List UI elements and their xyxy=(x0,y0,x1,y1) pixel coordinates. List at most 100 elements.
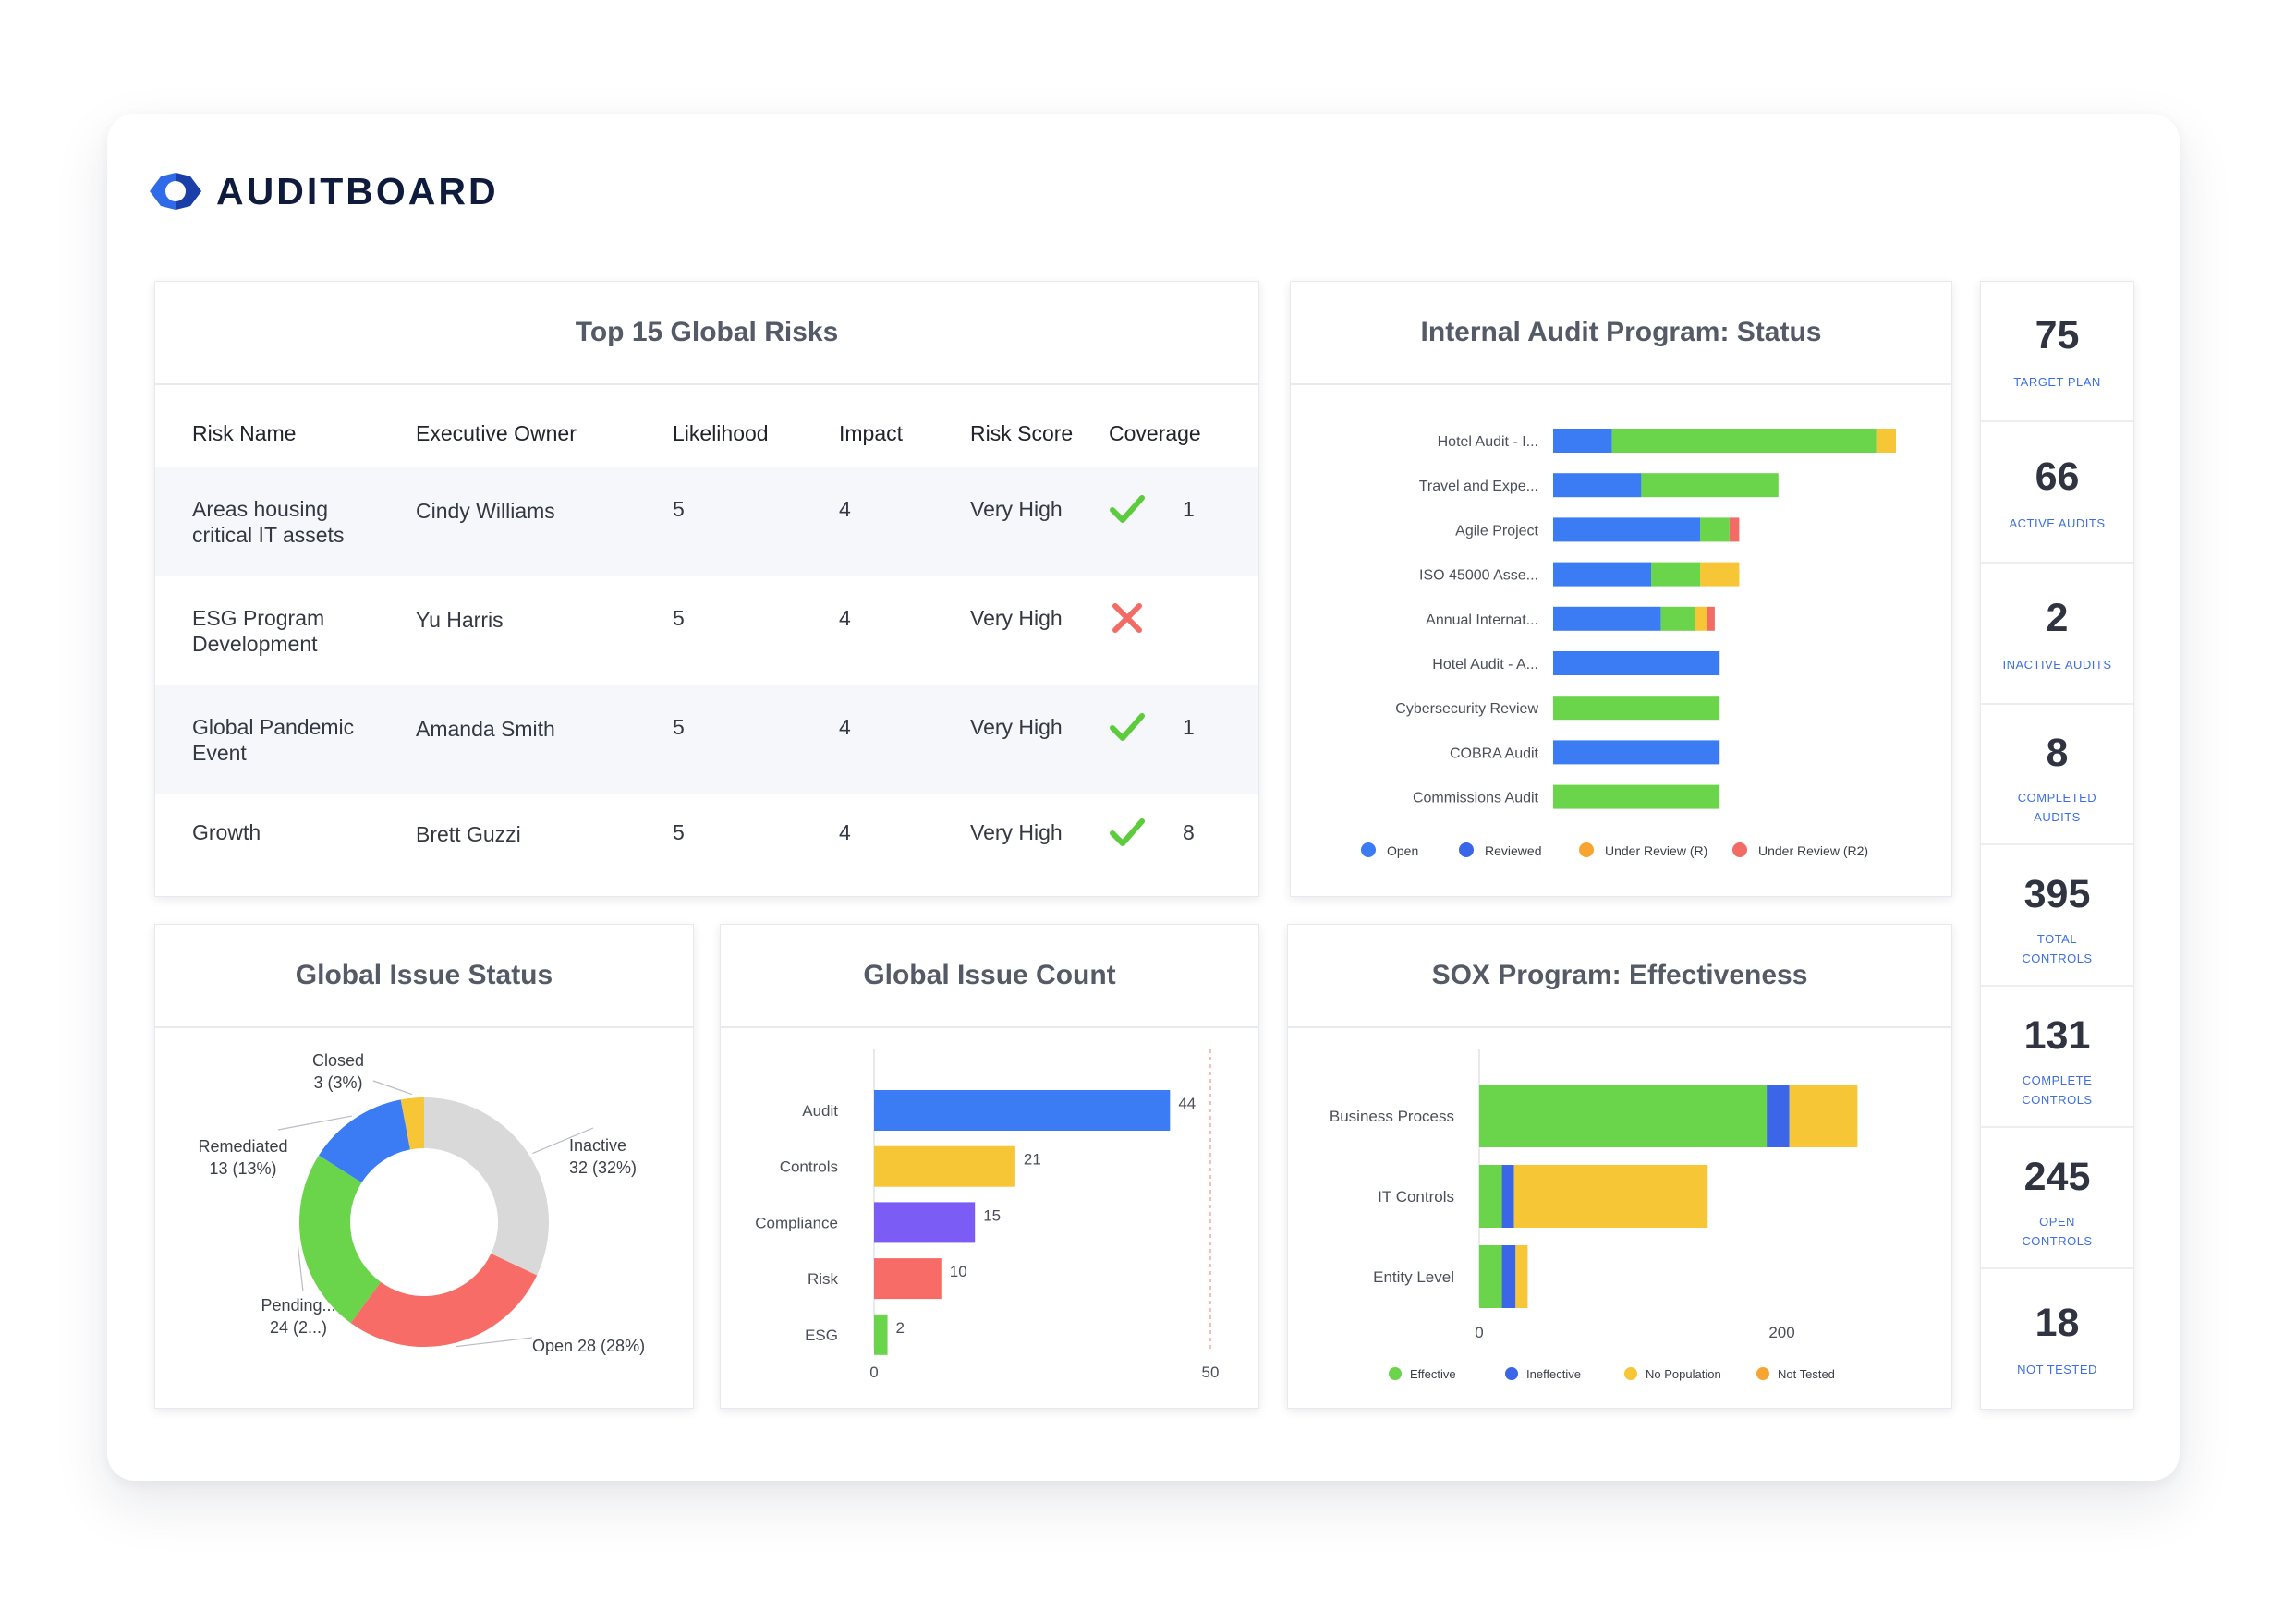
issue-count-chart: Audit 44 Controls 21 Compliance 15 Risk 10 ESG 2 0… xyxy=(755,1049,1219,1381)
column-header[interactable]: Coverage xyxy=(1109,421,1201,445)
audit-bar-segment xyxy=(1553,784,1720,809)
executive-owner: Yu Harris xyxy=(416,608,504,632)
audit-bar-segment xyxy=(1611,429,1877,453)
stat-label: NOT TESTED xyxy=(1999,1360,2115,1379)
donut-slice-label: 3 (3%) xyxy=(313,1073,362,1092)
risk-score-value: Very High xyxy=(970,715,1063,739)
checkmark-icon xyxy=(1110,713,1145,741)
x-tick-label: 200 xyxy=(1768,1324,1794,1341)
stat-label-line: CONTROLS xyxy=(2022,1092,2093,1107)
stat-label-line: INACTIVE AUDITS xyxy=(2002,657,2112,672)
donut-slice-label: 13 (13%) xyxy=(209,1159,276,1178)
risk-score-value: Very High xyxy=(970,497,1063,521)
audit-status-title: Internal Audit Program: Status xyxy=(1291,282,1951,385)
coverage-count: 1 xyxy=(1183,715,1195,739)
issue-count-value: 21 xyxy=(1024,1151,1041,1169)
impact-value: 4 xyxy=(839,606,851,630)
stat-value: 18 xyxy=(2035,1301,2080,1346)
audit-bar-segment xyxy=(1729,517,1740,542)
stat-label: COMPLETE CONTROLS xyxy=(1999,1071,2115,1109)
risks-table-header: Risk Name Executive Owner Likelihood Impact… xyxy=(155,385,1258,467)
stat-tile[interactable]: 8 COMPLETED AUDITS xyxy=(1981,705,2133,846)
stat-tile[interactable]: 18 NOT TESTED xyxy=(1981,1269,2133,1410)
audit-bar-segment xyxy=(1553,473,1642,498)
risk-row[interactable]: Global Pandemic Event Amanda Smith 5 4 Very H… xyxy=(155,685,1258,794)
impact-value: 4 xyxy=(839,497,851,521)
checkmark-icon xyxy=(1110,818,1145,846)
risk-row[interactable]: Growth Brett Guzzi 5 4 Very High 8 xyxy=(155,794,1258,903)
legend-dot xyxy=(1579,842,1594,857)
donut-slice-label: 24 (2...) xyxy=(270,1318,327,1337)
audit-category-label: Annual Internat... xyxy=(1426,612,1538,628)
column-header[interactable]: Executive Owner xyxy=(416,421,577,445)
issue-count-bar xyxy=(874,1090,1171,1131)
stat-tile[interactable]: 245 OPEN CONTROLS xyxy=(1981,1129,2133,1269)
donut-slice-label: Open 28 (28%) xyxy=(532,1337,645,1355)
stat-tile[interactable]: 395 TOTAL CONTROLS xyxy=(1981,846,2133,987)
risk-name[interactable]: Growth xyxy=(192,819,261,845)
risk-row[interactable]: ESG Program Development Yu Harris 5 4 Very Hi… xyxy=(155,576,1258,685)
issue-count-value: 15 xyxy=(983,1206,1001,1224)
legend-dot xyxy=(1624,1367,1637,1380)
stat-label: ACTIVE AUDITS xyxy=(1999,514,2115,533)
donut-leader-line xyxy=(456,1337,533,1348)
column-header[interactable]: Risk Name xyxy=(192,421,297,445)
stat-label: TOTAL CONTROLS xyxy=(1999,929,2115,968)
audit-category-label: Travel and Expe... xyxy=(1419,479,1538,494)
donut-slice xyxy=(424,1097,549,1276)
risk-name[interactable]: ESG Program Development xyxy=(192,605,324,657)
sox-bar-segment xyxy=(1479,1245,1502,1308)
audit-bar-segment xyxy=(1660,606,1695,631)
auditboard-logo[interactable]: AUDITBOARD xyxy=(148,168,499,214)
column-header[interactable]: Impact xyxy=(839,421,904,445)
sox-bar-segment xyxy=(1501,1165,1514,1228)
issue-category-label: Controls xyxy=(780,1158,838,1176)
sox-bar-segment xyxy=(1515,1245,1528,1308)
column-header[interactable]: Risk Score xyxy=(970,421,1074,445)
stat-tile[interactable]: 2 INACTIVE AUDITS xyxy=(1981,564,2133,705)
legend-dot xyxy=(1361,842,1376,857)
donut-slice xyxy=(400,1097,424,1150)
stat-label: TARGET PLAN xyxy=(1999,372,2115,392)
audit-bar-segment xyxy=(1553,696,1720,721)
legend-label: Under Review (R) xyxy=(1605,843,1707,858)
likelihood-value: 5 xyxy=(673,715,685,739)
audit-status-chart: Hotel Audit - I... Travel and Expe... Agil… xyxy=(1361,429,1896,858)
audit-bar-segment xyxy=(1553,429,1612,453)
stat-tile[interactable]: 75 TARGET PLAN xyxy=(1981,282,2133,422)
risk-name[interactable]: Areas housing critical IT assets xyxy=(192,496,344,548)
audit-bar-segment xyxy=(1553,740,1720,765)
audit-category-label: Commissions Audit xyxy=(1413,791,1539,806)
issue-status-panel: Global Issue Status Inactive 32 (32%) Open… xyxy=(154,924,694,1409)
issue-count-value: 10 xyxy=(950,1263,967,1280)
stat-tile[interactable]: 66 ACTIVE AUDITS xyxy=(1981,423,2133,564)
stat-label: COMPLETED AUDITS xyxy=(1999,788,2115,827)
stat-label-line: COMPLETE xyxy=(2022,1073,2093,1087)
impact-value: 4 xyxy=(839,820,851,844)
stat-tile[interactable]: 131 COMPLETE CONTROLS xyxy=(1981,988,2133,1128)
legend-dot xyxy=(1505,1367,1518,1380)
risk-name[interactable]: Global Pandemic Event xyxy=(192,714,354,766)
donut-slice xyxy=(299,1155,381,1324)
stat-label-line: TARGET PLAN xyxy=(2013,375,2101,389)
status-column: 75 TARGET PLAN 66 ACTIVE AUDITS 2 INACTIVE AU… xyxy=(1980,281,2134,1410)
donut-slice xyxy=(319,1099,411,1183)
donut-leader-line xyxy=(297,1245,304,1292)
legend-label: Not Tested xyxy=(1778,1367,1835,1381)
legend-label: No Population xyxy=(1646,1367,1721,1381)
column-header[interactable]: Likelihood xyxy=(673,421,769,445)
audit-category-label: ISO 45000 Asse... xyxy=(1419,568,1538,584)
risk-name-line: Event xyxy=(192,741,247,765)
audit-bar-segment xyxy=(1700,517,1730,542)
sox-bar-segment xyxy=(1789,1085,1858,1147)
risk-score-value: Very High xyxy=(970,820,1063,844)
donut-slice xyxy=(350,1254,538,1347)
issue-category-label: ESG xyxy=(805,1327,838,1344)
sox-panel: SOX Program: Effectiveness Business Proc… xyxy=(1287,924,1952,1409)
risk-row[interactable]: Areas housing critical IT assets Cindy Wil… xyxy=(155,467,1258,576)
brand-name: AUDITBOARD xyxy=(216,169,499,212)
issue-count-panel: Global Issue Count Audit 44 Controls 21 Comp… xyxy=(720,924,1259,1409)
executive-owner: Cindy Williams xyxy=(416,499,555,523)
audit-category-label: Agile Project xyxy=(1455,523,1538,539)
risk-name-line: critical IT assets xyxy=(192,523,345,547)
